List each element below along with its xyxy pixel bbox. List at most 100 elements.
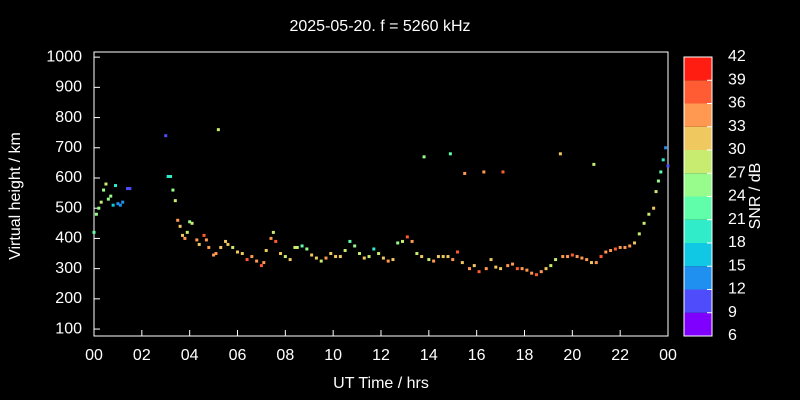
point bbox=[520, 267, 524, 271]
point bbox=[348, 239, 352, 243]
point bbox=[530, 271, 534, 275]
point bbox=[92, 230, 96, 234]
y-tick-label: 800 bbox=[55, 109, 82, 126]
point bbox=[654, 190, 658, 194]
point bbox=[372, 247, 376, 251]
point bbox=[343, 248, 347, 252]
point bbox=[446, 255, 450, 259]
point bbox=[185, 230, 189, 234]
x-tick-label: 20 bbox=[563, 347, 581, 364]
point bbox=[207, 245, 211, 249]
point bbox=[226, 242, 230, 246]
point bbox=[128, 187, 132, 191]
colorbar-tick-label: 18 bbox=[728, 234, 746, 251]
point bbox=[240, 252, 244, 256]
colorbar-band bbox=[684, 219, 712, 243]
point bbox=[623, 245, 627, 249]
point bbox=[314, 256, 318, 260]
point bbox=[183, 236, 187, 240]
point bbox=[585, 258, 589, 262]
point bbox=[575, 255, 579, 259]
point bbox=[570, 253, 574, 257]
y-tick-label: 600 bbox=[55, 169, 82, 186]
x-tick-label: 00 bbox=[659, 347, 677, 364]
colorbar-tick-label: 9 bbox=[728, 304, 737, 321]
x-tick-label: 14 bbox=[420, 347, 438, 364]
point bbox=[647, 212, 651, 216]
point bbox=[592, 162, 596, 166]
colorbar-band bbox=[684, 243, 712, 267]
y-axis-label: Virtual height / km bbox=[7, 132, 24, 260]
point bbox=[618, 245, 622, 249]
point bbox=[362, 256, 366, 260]
point bbox=[386, 259, 390, 263]
point bbox=[499, 267, 503, 271]
colorbar-tick-label: 39 bbox=[728, 71, 746, 88]
point bbox=[580, 256, 584, 260]
point bbox=[212, 253, 216, 257]
point bbox=[405, 235, 409, 239]
point bbox=[661, 158, 665, 162]
point bbox=[214, 252, 218, 256]
point bbox=[441, 255, 445, 259]
point bbox=[118, 203, 122, 207]
point bbox=[664, 146, 668, 150]
point bbox=[494, 265, 498, 269]
colorbar-label: SNR / dB bbox=[747, 163, 764, 230]
point bbox=[338, 255, 342, 259]
x-tick-label: 10 bbox=[324, 347, 342, 364]
colorbar-tick-label: 21 bbox=[728, 211, 746, 228]
point bbox=[367, 255, 371, 259]
point bbox=[599, 255, 603, 259]
point bbox=[506, 264, 510, 268]
point bbox=[558, 152, 562, 156]
colorbar-band bbox=[684, 57, 712, 81]
point bbox=[432, 259, 436, 263]
point bbox=[633, 241, 637, 245]
point bbox=[511, 262, 515, 266]
point bbox=[489, 258, 493, 262]
point bbox=[652, 206, 656, 210]
point bbox=[396, 241, 400, 245]
point bbox=[173, 199, 177, 203]
point bbox=[460, 261, 464, 265]
point bbox=[324, 256, 328, 260]
point bbox=[271, 230, 275, 234]
point bbox=[456, 250, 460, 254]
colorbar-band bbox=[684, 150, 712, 174]
point bbox=[169, 174, 173, 178]
colorbar-tick-label: 36 bbox=[728, 95, 746, 112]
point bbox=[250, 255, 254, 259]
y-tick-label: 400 bbox=[55, 230, 82, 247]
colorbar-tick-label: 12 bbox=[728, 281, 746, 298]
point bbox=[427, 258, 431, 262]
colorbar-band bbox=[684, 126, 712, 150]
point bbox=[97, 206, 101, 210]
point bbox=[656, 179, 660, 183]
point bbox=[637, 232, 641, 236]
point bbox=[467, 267, 471, 271]
point bbox=[125, 187, 129, 191]
point bbox=[436, 255, 440, 259]
point bbox=[111, 203, 115, 207]
point bbox=[202, 233, 206, 237]
point bbox=[283, 255, 287, 259]
point bbox=[544, 267, 548, 271]
x-tick-label: 02 bbox=[133, 347, 151, 364]
point bbox=[197, 242, 201, 246]
point bbox=[259, 264, 263, 268]
chart-title: 2025-05-20. f = 5260 kHz bbox=[289, 18, 470, 35]
point bbox=[269, 236, 273, 240]
point bbox=[589, 261, 593, 265]
colorbar-tick-label: 24 bbox=[728, 188, 746, 205]
point bbox=[463, 171, 467, 175]
point bbox=[357, 252, 361, 256]
point bbox=[422, 155, 426, 159]
point bbox=[104, 182, 108, 186]
point bbox=[377, 252, 381, 256]
point bbox=[554, 258, 558, 262]
point bbox=[231, 245, 235, 249]
point bbox=[594, 261, 598, 265]
point bbox=[642, 221, 646, 225]
